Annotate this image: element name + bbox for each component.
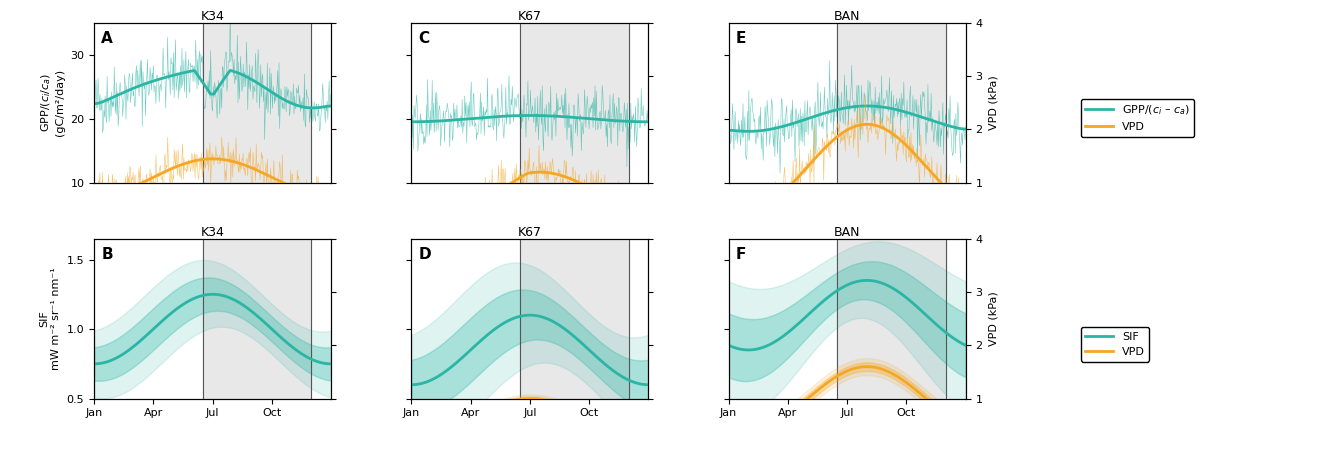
Text: A: A xyxy=(101,31,113,46)
Y-axis label: VPD (kPa): VPD (kPa) xyxy=(988,291,999,346)
Bar xyxy=(837,23,946,183)
Bar xyxy=(520,239,629,399)
Bar xyxy=(203,239,312,399)
Y-axis label: SIF
mW m⁻² sr⁻¹ nm⁻¹: SIF mW m⁻² sr⁻¹ nm⁻¹ xyxy=(39,267,62,370)
Legend: GPP/($c_i$ – $c_a$), VPD: GPP/($c_i$ – $c_a$), VPD xyxy=(1081,99,1195,137)
Title: BAN: BAN xyxy=(833,10,860,23)
Title: BAN: BAN xyxy=(833,226,860,239)
Title: K34: K34 xyxy=(200,226,224,239)
Text: F: F xyxy=(735,246,746,262)
Title: K67: K67 xyxy=(517,10,542,23)
Y-axis label: GPP/($c_i$/$c_a$)
(gC/m²/day): GPP/($c_i$/$c_a$) (gC/m²/day) xyxy=(39,69,65,136)
Text: E: E xyxy=(735,31,746,46)
Title: K34: K34 xyxy=(200,10,224,23)
Bar xyxy=(837,239,946,399)
Text: C: C xyxy=(418,31,430,46)
Legend: SIF, VPD: SIF, VPD xyxy=(1081,327,1149,361)
Y-axis label: VPD (kPa): VPD (kPa) xyxy=(988,75,999,130)
Bar xyxy=(203,23,312,183)
Text: D: D xyxy=(418,246,431,262)
Title: K67: K67 xyxy=(517,226,542,239)
Text: B: B xyxy=(101,246,113,262)
Bar xyxy=(520,23,629,183)
